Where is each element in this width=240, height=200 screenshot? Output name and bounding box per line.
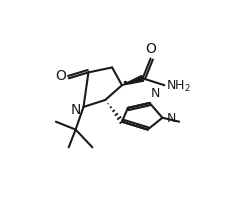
- Polygon shape: [122, 75, 144, 85]
- Text: N: N: [166, 112, 176, 125]
- Text: O: O: [55, 69, 66, 83]
- Text: N: N: [70, 103, 81, 117]
- Text: NH$_2$: NH$_2$: [166, 79, 191, 94]
- Text: O: O: [145, 42, 156, 56]
- Text: N: N: [150, 87, 160, 100]
